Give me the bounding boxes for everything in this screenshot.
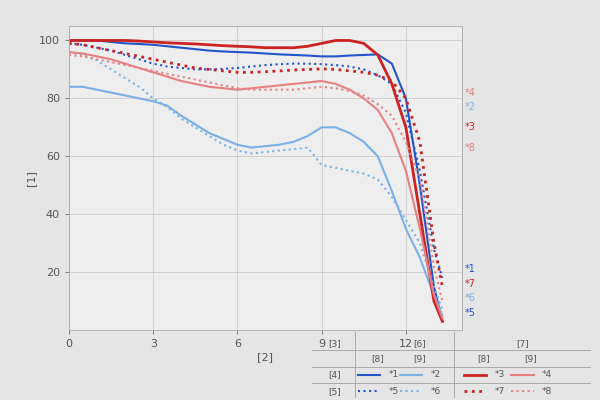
- Text: [8]: [8]: [371, 354, 384, 363]
- Text: *8: *8: [465, 143, 476, 152]
- Text: *6: *6: [465, 293, 476, 303]
- Text: *3: *3: [465, 122, 476, 132]
- Text: [9]: [9]: [524, 354, 538, 363]
- Text: *2: *2: [465, 102, 476, 112]
- Text: *6: *6: [431, 387, 441, 396]
- X-axis label: [2]: [2]: [257, 352, 274, 362]
- Text: *3: *3: [495, 370, 505, 379]
- Y-axis label: [1]: [1]: [26, 170, 36, 186]
- Text: *5: *5: [465, 308, 476, 318]
- Text: *4: *4: [465, 88, 476, 98]
- Text: *2: *2: [431, 370, 441, 379]
- Text: *1: *1: [389, 370, 399, 379]
- Text: [9]: [9]: [413, 354, 426, 363]
- Text: [6]: [6]: [413, 339, 426, 348]
- Text: *1: *1: [465, 264, 476, 274]
- Text: *7: *7: [465, 279, 476, 289]
- Text: [4]: [4]: [328, 370, 341, 379]
- Text: *7: *7: [495, 387, 505, 396]
- Text: [7]: [7]: [516, 339, 529, 348]
- Text: [8]: [8]: [477, 354, 490, 363]
- Text: [5]: [5]: [328, 387, 341, 396]
- Text: [3]: [3]: [328, 339, 341, 348]
- Text: *4: *4: [542, 370, 553, 379]
- Text: *5: *5: [389, 387, 399, 396]
- Text: *8: *8: [542, 387, 553, 396]
